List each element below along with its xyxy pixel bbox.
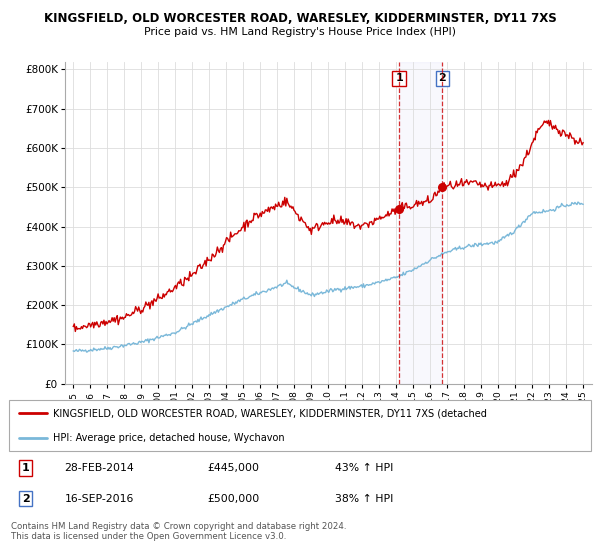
Text: 43% ↑ HPI: 43% ↑ HPI [335,463,393,473]
Text: 2: 2 [22,494,29,503]
Text: HPI: Average price, detached house, Wychavon: HPI: Average price, detached house, Wych… [53,433,284,443]
Text: 1: 1 [395,73,403,83]
Text: 28-FEB-2014: 28-FEB-2014 [64,463,134,473]
Text: £500,000: £500,000 [207,494,259,503]
Text: £445,000: £445,000 [207,463,259,473]
Text: 38% ↑ HPI: 38% ↑ HPI [335,494,393,503]
Text: 1: 1 [22,463,29,473]
Bar [399,62,442,384]
Text: KINGSFIELD, OLD WORCESTER ROAD, WARESLEY, KIDDERMINSTER, DY11 7XS: KINGSFIELD, OLD WORCESTER ROAD, WARESLEY… [44,12,556,25]
Text: Contains HM Land Registry data © Crown copyright and database right 2024.
This d: Contains HM Land Registry data © Crown c… [11,522,346,542]
FancyBboxPatch shape [9,400,591,451]
Text: Price paid vs. HM Land Registry's House Price Index (HPI): Price paid vs. HM Land Registry's House … [144,27,456,37]
Text: 2: 2 [439,73,446,83]
Text: 16-SEP-2016: 16-SEP-2016 [64,494,134,503]
Text: KINGSFIELD, OLD WORCESTER ROAD, WARESLEY, KIDDERMINSTER, DY11 7XS (detached: KINGSFIELD, OLD WORCESTER ROAD, WARESLEY… [53,408,487,418]
